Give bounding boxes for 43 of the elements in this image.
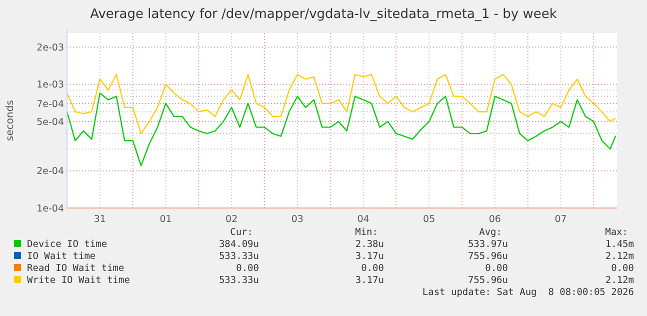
y-tick-label: 2e-04 <box>36 166 64 178</box>
x-tick-label: 05 <box>423 214 436 225</box>
y-tick-label: 1e-04 <box>36 203 64 214</box>
text: 2.38u <box>355 239 384 250</box>
text: 0.00 <box>236 263 260 274</box>
text: 533.33u <box>218 251 259 262</box>
text: 1.45m <box>605 239 634 250</box>
x-tick-label: 06 <box>488 214 501 225</box>
x-tick-label: 02 <box>226 214 238 225</box>
text: 384.09u <box>218 239 259 250</box>
text: 0.00 <box>361 263 384 274</box>
text: 3.17u <box>355 251 384 262</box>
x-tick-label: 03 <box>291 214 304 225</box>
x-tick-label: 07 <box>554 214 567 225</box>
text: 2.12m <box>605 275 634 286</box>
x-tick-label: 04 <box>357 214 370 225</box>
y-axis-title: seconds <box>5 100 16 141</box>
text: 2.12m <box>605 251 634 262</box>
text: 755.96u <box>468 251 508 262</box>
text: Avg: <box>479 227 502 238</box>
legend-label: Write IO Wait time <box>27 275 130 286</box>
y-tick-label: 2e-03 <box>36 42 64 54</box>
line-series <box>66 92 616 166</box>
y-tick-label: 5e-04 <box>36 116 64 128</box>
y-tick-label: 1e-03 <box>36 80 64 91</box>
legend-label: Device IO time <box>27 239 108 250</box>
text: 3.17u <box>355 275 384 286</box>
legend-label: Read IO Wait time <box>27 263 125 274</box>
line-series <box>66 74 616 134</box>
text: 0.00 <box>485 263 508 274</box>
text: Max: <box>605 227 628 238</box>
text: Cur: <box>230 227 253 238</box>
text: Last update: Sat Aug 8 08:00:05 2026 <box>422 287 634 298</box>
text: 533.97u <box>468 239 508 250</box>
x-tick-label: 31 <box>94 214 106 225</box>
text: Min: <box>355 227 378 238</box>
y-tick-label: 7e-04 <box>36 98 64 110</box>
chart-title: Average latency for /dev/mapper/vgdata-lv_sitedata_rmeta_1 - by week <box>90 7 558 22</box>
x-tick-label: 01 <box>160 214 172 225</box>
text: 755.96u <box>468 275 508 286</box>
legend-label: IO Wait time <box>27 251 96 262</box>
text: 0.00 <box>611 263 634 274</box>
text: 533.33u <box>218 275 259 286</box>
